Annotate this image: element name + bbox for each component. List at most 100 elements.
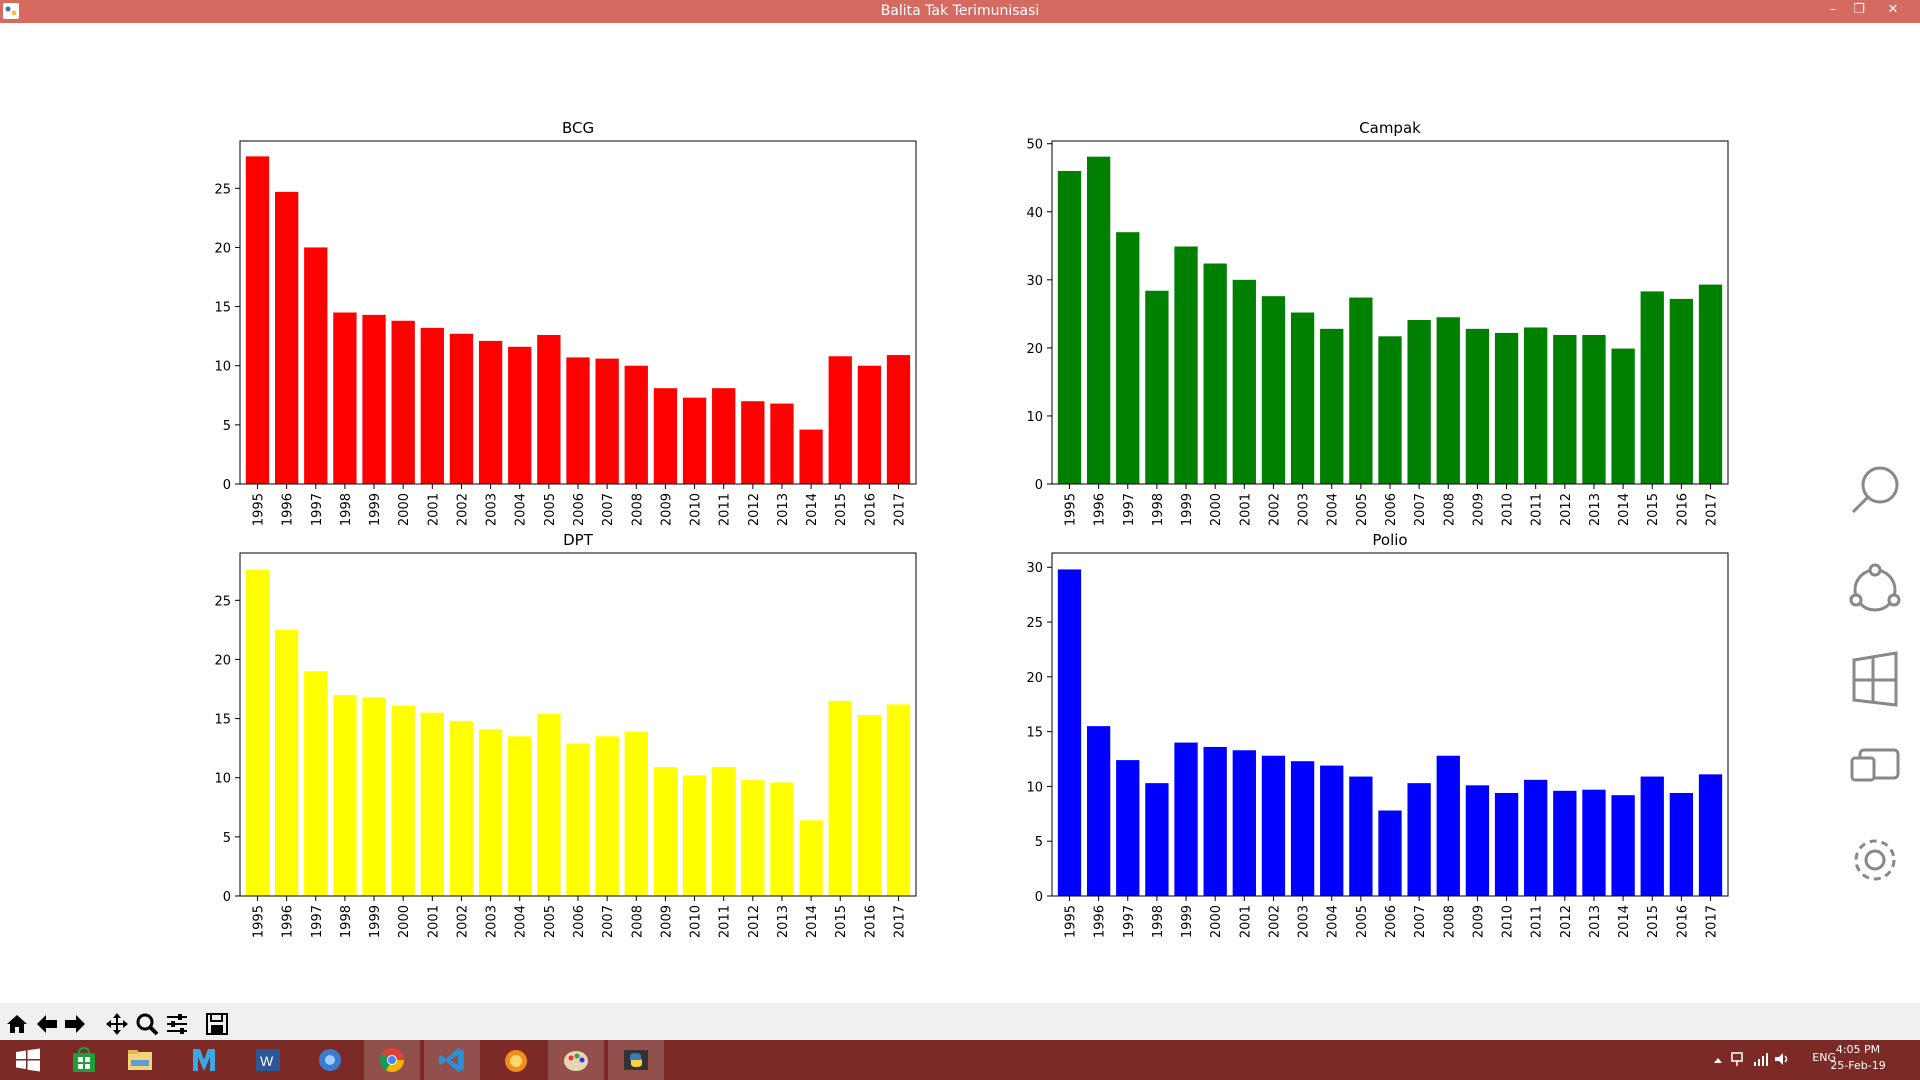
bar-bcg-1998 — [333, 312, 357, 484]
bar-dpt-2000 — [391, 705, 415, 896]
xtick-label-campak: 2014 — [1617, 493, 1632, 526]
xtick-label-dpt: 1997 — [310, 905, 325, 938]
pan-icon[interactable] — [104, 1011, 130, 1037]
bar-campak-2009 — [1465, 328, 1490, 484]
chart-title-bcg: BCG — [562, 119, 594, 137]
tray-chevron-up-icon[interactable] — [1712, 1054, 1724, 1066]
bar-bcg-1995 — [245, 156, 270, 484]
taskbar-ie[interactable] — [488, 1040, 544, 1080]
xtick-label-bcg: 1995 — [251, 493, 266, 526]
volume-icon[interactable] — [1773, 1050, 1791, 1068]
xtick-label-bcg: 1996 — [281, 493, 296, 526]
forward-icon[interactable] — [62, 1011, 88, 1037]
chart-title-dpt: DPT — [563, 531, 594, 549]
xtick-label-campak: 2001 — [1238, 493, 1253, 526]
app-icon — [3, 3, 19, 19]
taskbar-store[interactable] — [56, 1040, 112, 1080]
vscode-icon — [439, 1048, 464, 1072]
plot-toolbar — [0, 1003, 1920, 1043]
xtick-label-campak: 1998 — [1151, 493, 1166, 526]
taskbar-chrome[interactable] — [364, 1040, 420, 1080]
xtick-label-campak: 2007 — [1413, 493, 1428, 526]
bar-polio-1995 — [1057, 569, 1082, 896]
xtick-label-campak: 2004 — [1326, 493, 1341, 526]
xtick-label-campak: 1997 — [1122, 493, 1137, 526]
bar-dpt-2014 — [799, 820, 823, 896]
xtick-label-campak: 1996 — [1093, 493, 1108, 526]
taskbar-file-explorer[interactable] — [112, 1040, 168, 1080]
xtick-label-polio: 1997 — [1122, 905, 1137, 938]
bar-dpt-2003 — [478, 729, 503, 896]
bar-campak-1999 — [1174, 246, 1198, 484]
xtick-label-dpt: 2007 — [601, 905, 616, 938]
settings-icon[interactable] — [1854, 839, 1896, 881]
svg-text:W: W — [260, 1053, 274, 1069]
bar-dpt-2009 — [653, 767, 678, 896]
xtick-label-polio: 2009 — [1471, 905, 1486, 938]
xtick-label-dpt: 2011 — [718, 905, 733, 938]
xtick-label-polio: 1995 — [1063, 905, 1078, 938]
bar-polio-1997 — [1116, 760, 1140, 896]
zoom-icon[interactable] — [134, 1011, 160, 1037]
taskbar-paint[interactable] — [548, 1040, 604, 1080]
ytick-label-campak: 0 — [1035, 478, 1043, 493]
language-indicator[interactable]: ENG — [1812, 1051, 1836, 1064]
search-icon[interactable] — [1851, 466, 1899, 514]
ytick-label-dpt: 25 — [214, 594, 231, 609]
bar-polio-1998 — [1145, 783, 1169, 896]
xtick-label-campak: 2013 — [1588, 493, 1603, 526]
xtick-label-dpt: 1995 — [251, 905, 266, 938]
taskbar-movie-maker[interactable] — [176, 1040, 232, 1080]
bar-dpt-2013 — [770, 782, 794, 896]
taskbar-vscode[interactable] — [424, 1040, 480, 1080]
bar-dpt-1997 — [304, 671, 328, 896]
xtick-label-dpt: 2008 — [630, 905, 645, 938]
network-icon[interactable] — [1730, 1050, 1748, 1068]
signal-icon[interactable] — [1752, 1050, 1770, 1068]
back-icon[interactable] — [34, 1011, 60, 1037]
ytick-label-bcg: 5 — [223, 419, 231, 434]
taskbar-browser[interactable] — [302, 1040, 358, 1080]
taskbar-word[interactable]: W — [240, 1040, 296, 1080]
xtick-label-bcg: 2016 — [863, 493, 878, 526]
subplot-polio: Polio 0 5 10 15 20 25 30 1995 1996 1997 1998 1999 200… — [1026, 531, 1729, 938]
xtick-label-polio: 2008 — [1442, 905, 1457, 938]
bar-bcg-2009 — [653, 388, 678, 484]
bar-bcg-2016 — [857, 365, 882, 484]
xtick-label-bcg: 2010 — [689, 493, 704, 526]
xtick-label-dpt: 2003 — [485, 905, 500, 938]
home-icon[interactable] — [4, 1011, 30, 1037]
start-button[interactable] — [0, 1040, 56, 1080]
ytick-label-bcg: 25 — [214, 182, 231, 197]
bar-campak-2000 — [1203, 263, 1227, 484]
start-icon[interactable] — [1852, 651, 1898, 707]
xtick-label-polio: 2011 — [1530, 905, 1545, 938]
devices-icon[interactable] — [1850, 748, 1900, 782]
xtick-label-campak: 2000 — [1209, 493, 1224, 526]
ytick-label-campak: 20 — [1026, 342, 1043, 357]
clock[interactable]: 4:05 PM 25-Feb-19 — [1818, 1042, 1898, 1074]
xtick-label-campak: 2009 — [1471, 493, 1486, 526]
save-icon[interactable] — [204, 1011, 230, 1037]
ytick-label-bcg: 20 — [214, 241, 231, 256]
chrome-icon — [379, 1048, 404, 1073]
xtick-label-campak: 2010 — [1501, 493, 1516, 526]
bar-bcg-2015 — [828, 356, 852, 484]
bar-dpt-1996 — [274, 629, 299, 896]
share-icon[interactable] — [1849, 563, 1901, 612]
configure-icon[interactable] — [164, 1011, 190, 1037]
bar-dpt-2001 — [420, 712, 444, 896]
bar-bcg-2005 — [537, 334, 561, 484]
xtick-label-dpt: 2005 — [543, 905, 558, 938]
restore-button[interactable]: ❐ — [1853, 2, 1865, 17]
close-button[interactable]: ✕ — [1887, 2, 1899, 17]
minimize-button[interactable]: – — [1829, 2, 1837, 17]
xtick-label-polio: 2014 — [1617, 905, 1632, 938]
xtick-label-campak: 2012 — [1559, 493, 1574, 526]
ytick-label-dpt: 15 — [214, 713, 231, 728]
bar-polio-2005 — [1349, 776, 1373, 896]
xtick-label-polio: 1998 — [1151, 905, 1166, 938]
taskbar-python[interactable] — [608, 1040, 664, 1080]
bar-bcg-2012 — [741, 401, 765, 484]
